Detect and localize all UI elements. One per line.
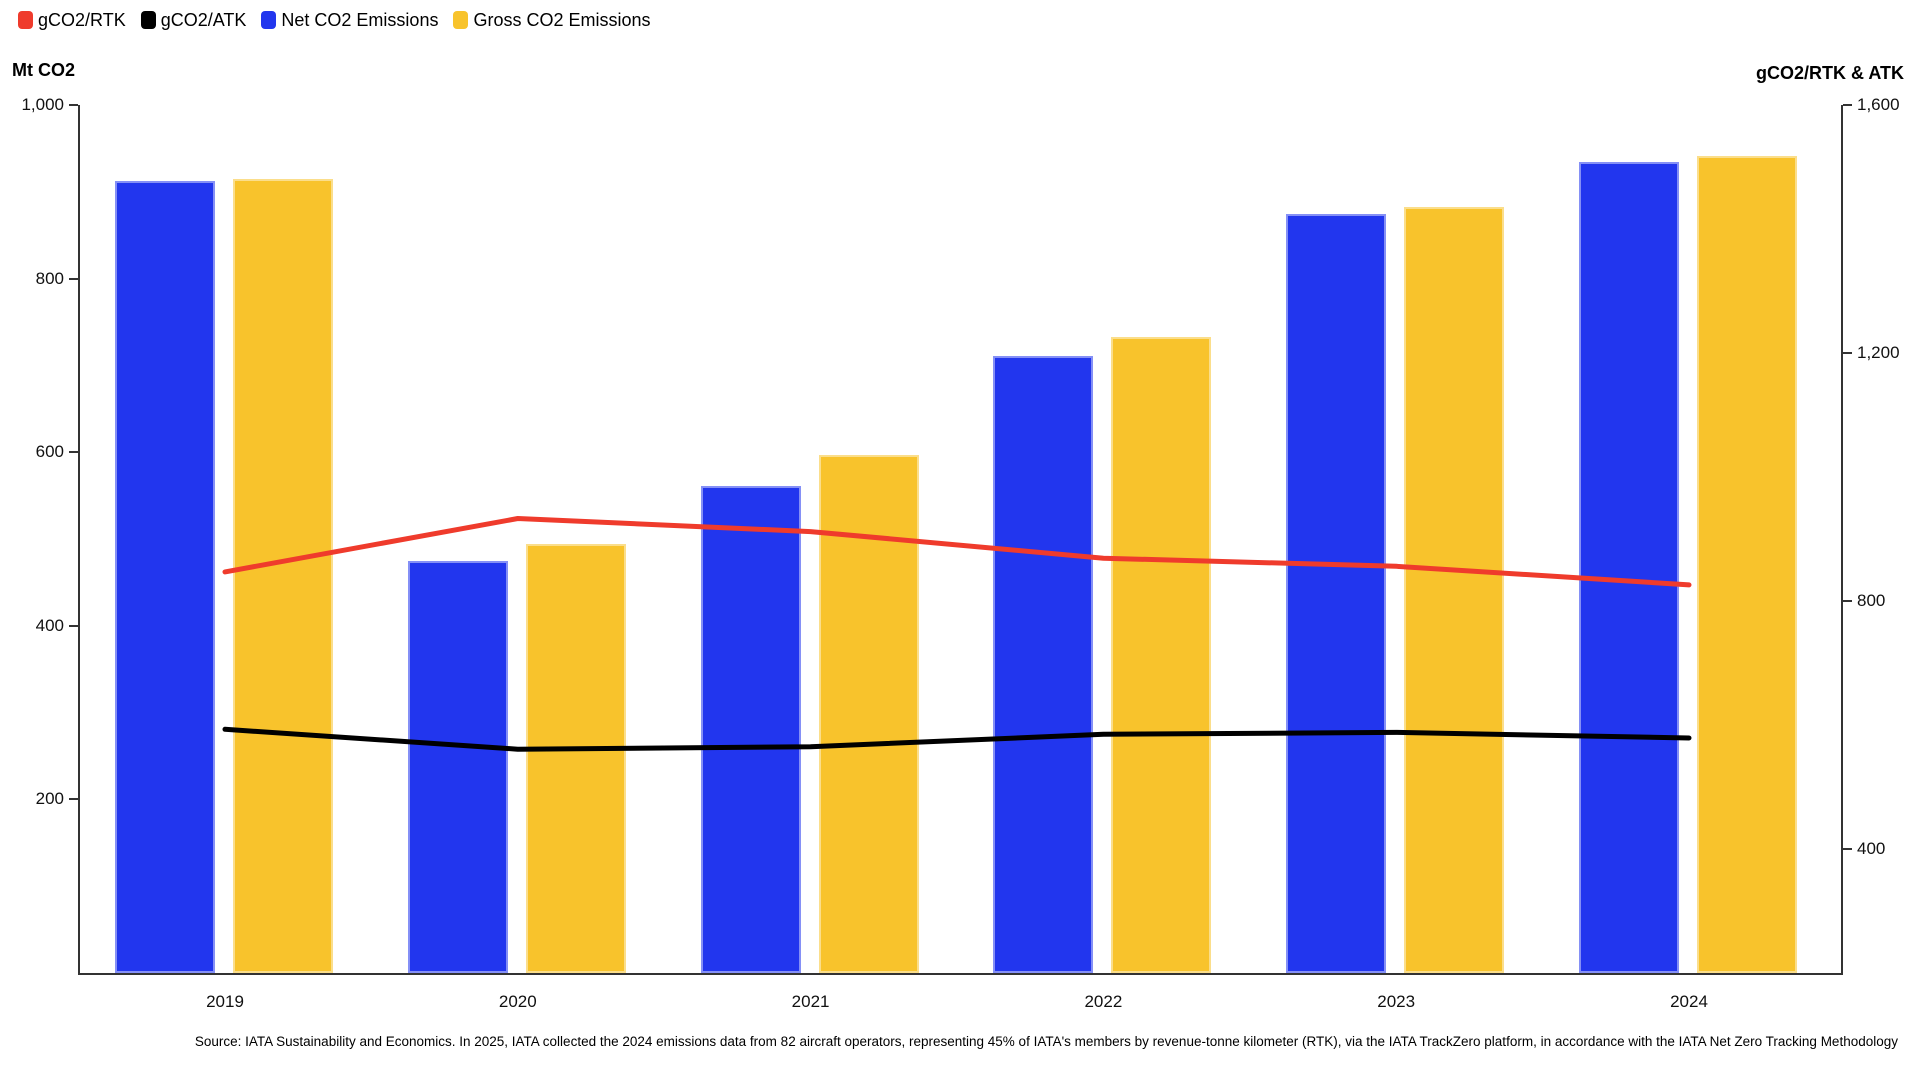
- legend-swatch-gross_co2: [453, 11, 469, 29]
- y-axis-right: [1841, 105, 1843, 973]
- x-axis-label-2020: 2020: [498, 992, 537, 1011]
- legend-label: Gross CO2 Emissions: [473, 10, 651, 30]
- left-axis-tick-label: 600: [35, 442, 64, 462]
- bar-net-2024[interactable]: [1579, 162, 1679, 973]
- legend-item-net_co2[interactable]: Net CO2 Emissions: [261, 9, 438, 31]
- x-axis-label-2022: 2022: [1084, 992, 1123, 1011]
- x-axis-label-2021: 2021: [791, 992, 830, 1011]
- right-axis-tick-label: 400: [1857, 839, 1886, 858]
- x-axis-label-2019: 2019: [206, 992, 244, 1011]
- right-axis-tick-label: 800: [1857, 591, 1886, 610]
- chart-legend: gCO2/RTK gCO2/ATK Net CO2 Emissions Gross C…: [18, 9, 651, 31]
- left-axis-title: Mt CO2: [12, 60, 75, 80]
- left-axis-tick: [69, 277, 78, 280]
- left-axis-tick-label: 200: [35, 789, 64, 809]
- legend-swatch-gco2_rtk: [18, 11, 33, 29]
- right-axis-tick: [1843, 848, 1852, 850]
- bar-net-2019[interactable]: [115, 180, 215, 973]
- left-axis-tick: [69, 624, 78, 627]
- bar-gross-2020[interactable]: [525, 544, 626, 973]
- bar-net-2022[interactable]: [993, 355, 1094, 973]
- bar-gross-2024[interactable]: [1697, 156, 1797, 973]
- line-gco2-atk[interactable]: [222, 726, 1692, 752]
- legend-item-gross_co2[interactable]: Gross CO2 Emissions: [453, 9, 651, 31]
- left-axis-tick: [69, 104, 78, 106]
- bar-net-2021[interactable]: [700, 486, 801, 973]
- y-axis-left: [78, 105, 80, 973]
- x-axis-baseline: [78, 973, 1843, 975]
- left-axis-tick: [69, 451, 78, 454]
- bar-gross-2023[interactable]: [1404, 207, 1505, 973]
- legend-item-gco2_rtk[interactable]: gCO2/RTK: [18, 9, 126, 31]
- bar-gross-2019[interactable]: [233, 178, 333, 973]
- right-axis-tick-label: 1,600: [1857, 95, 1900, 114]
- bar-net-2023[interactable]: [1286, 214, 1387, 973]
- right-axis-tick: [1843, 600, 1852, 602]
- left-axis-tick: [69, 798, 78, 801]
- x-axis-label-2023: 2023: [1377, 992, 1416, 1011]
- legend-item-gco2_atk[interactable]: gCO2/ATK: [140, 9, 247, 31]
- bar-gross-2022[interactable]: [1111, 336, 1212, 973]
- bar-net-2020[interactable]: [407, 560, 508, 973]
- right-axis-tick-label: 1,200: [1857, 343, 1900, 362]
- right-axis-title: gCO2/RTK & ATK: [1756, 63, 1904, 83]
- legend-label: gCO2/RTK: [38, 10, 126, 30]
- legend-label: Net CO2 Emissions: [281, 10, 439, 30]
- right-axis-tick: [1843, 352, 1852, 354]
- left-axis-tick-label: 800: [35, 268, 64, 288]
- legend-swatch-net_co2: [261, 11, 277, 29]
- line-gco2-rtk[interactable]: [222, 516, 1692, 588]
- right-axis-tick: [1843, 104, 1852, 106]
- legend-swatch-gco2_atk: [140, 11, 156, 29]
- legend-label: gCO2/ATK: [160, 10, 247, 30]
- left-axis-tick-label: 1,000: [21, 95, 64, 114]
- source-note: Source: IATA Sustainability and Economic…: [194, 1034, 1898, 1049]
- x-axis-label-2024: 2024: [1670, 992, 1708, 1011]
- left-axis-tick-label: 400: [35, 615, 64, 635]
